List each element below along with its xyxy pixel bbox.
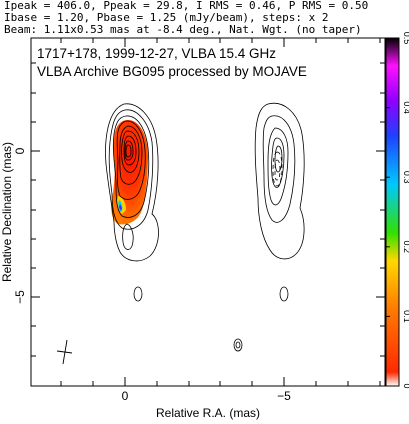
polarization-negative-contours [272,151,283,187]
colorbar-tick-label: 0 [402,383,409,388]
map-subtitle: VLBA Archive BG095 processed by MOJAVE [37,64,307,79]
y-axis-label: Relative Declination (mas) [0,142,14,282]
y-tick-label-0: 0 [13,147,27,154]
polarization-contours [254,102,305,260]
y-tick-label-neg5: −5 [13,290,27,304]
beam-line: Beam: 1.11x0.53 mas at -8.4 deg., Nat. W… [4,23,362,36]
colorbar-tick-label: 0.5 [402,32,409,45]
colorbar [385,37,400,387]
x-tick-label-0: 0 [122,389,129,403]
plot-frame [30,37,386,387]
colorbar-tick-label: 0.4 [402,101,409,114]
x-axis-label: Relative R.A. (mas) [156,406,260,420]
colorbar-tick-label: 0.1 [402,310,409,323]
map-content [56,102,305,365]
stats-line-2: Ibase = 1.20, Pbase = 1.25 (mJy/beam), s… [4,11,329,24]
stats-line-1: Ipeak = 406.0, Ppeak = 29.8, I RMS = 0.4… [4,0,369,12]
x-tick-label-neg5: −5 [277,389,291,403]
beam-marker [56,339,73,365]
colorbar-tick-label: 0.3 [402,171,409,184]
axis-ticks [31,38,385,386]
isolated-components [133,286,289,352]
colorbar-ticks: 0 0.1 0.2 0.3 0.4 0.5 [386,32,409,389]
colorbar-tick-label: 0.2 [402,241,409,254]
map-title: 1717+178, 1999-12-27, VLBA 15.4 GHz [37,46,276,61]
intensity-contours [105,103,159,262]
color-blob-blue [119,204,122,211]
